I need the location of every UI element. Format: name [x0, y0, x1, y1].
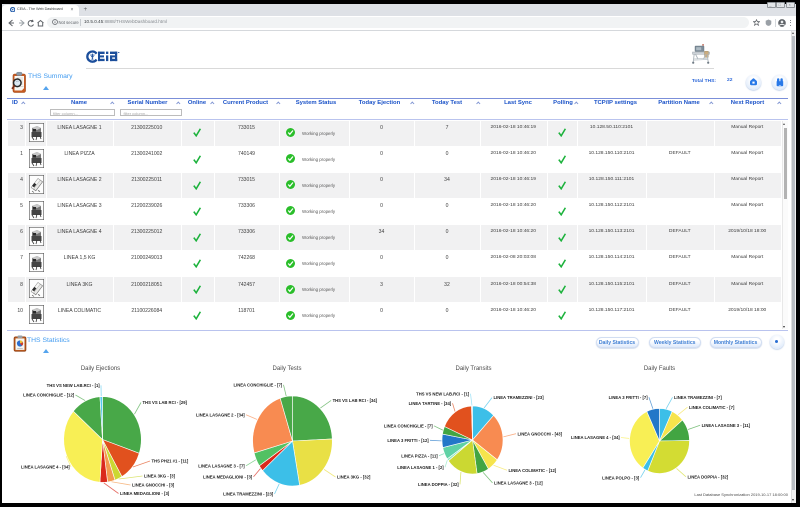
svg-text:Daily Tests: Daily Tests — [273, 366, 302, 372]
svg-text:LINEA TRAMEZZINI - [7]: LINEA TRAMEZZINI - [7] — [674, 395, 722, 400]
svg-text:LINEA LASAGNE 4 - [34]: LINEA LASAGNE 4 - [34] — [571, 435, 620, 440]
svg-text:LINEA CONCHIGLIE - [7]: LINEA CONCHIGLIE - [7] — [233, 382, 282, 387]
svg-text:LINEA 3 FRITTI - [7]: LINEA 3 FRITTI - [7] — [609, 395, 649, 400]
svg-text:LINEA LASAGNE 2 - [34]: LINEA LASAGNE 2 - [34] — [196, 412, 245, 417]
svg-text:Daily Faults: Daily Faults — [644, 366, 675, 372]
svg-text:LINEA DOPPIA - [32]: LINEA DOPPIA - [32] — [418, 482, 459, 487]
svg-text:LINEA 3KG - [3]: LINEA 3KG - [3] — [144, 474, 176, 479]
svg-text:LINEA GNOCCHI - [43]: LINEA GNOCCHI - [43] — [518, 431, 563, 436]
svg-text:LINEA MEDAGLIONI - [3]: LINEA MEDAGLIONI - [3] — [120, 491, 170, 496]
svg-text:Daily Transits: Daily Transits — [455, 366, 491, 372]
svg-text:LINEA CONCHIGLIE - [12]: LINEA CONCHIGLIE - [12] — [23, 393, 75, 398]
svg-text:LINEA LASAGNE 3 - [7]: LINEA LASAGNE 3 - [7] — [198, 463, 245, 468]
svg-text:LINEA 3 FRITTI - [12]: LINEA 3 FRITTI - [12] — [387, 438, 429, 443]
svg-text:LINEA POLPO - [3]: LINEA POLPO - [3] — [602, 475, 640, 480]
svg-text:LINEA TARTINE - [34]: LINEA TARTINE - [34] — [409, 401, 452, 406]
svg-text:LINEA MEDAGLIONI - [3]: LINEA MEDAGLIONI - [3] — [203, 474, 253, 479]
svg-text:LINEA PIZZA - [11]: LINEA PIZZA - [11] — [401, 453, 438, 458]
svg-text:Daily Ejections: Daily Ejections — [81, 366, 120, 372]
svg-text:THS VS NEW LAB.RCI - [1]: THS VS NEW LAB.RCI - [1] — [47, 383, 101, 388]
svg-text:THS VS LAB RCI - [34]: THS VS LAB RCI - [34] — [333, 398, 378, 403]
svg-text:LINEA GNOCCHI - [3]: LINEA GNOCCHI - [3] — [132, 483, 175, 488]
svg-text:THS VS NEW LAB.RCI - [1]: THS VS NEW LAB.RCI - [1] — [416, 391, 470, 396]
svg-text:LINEA LASAGNE 1 - [2]: LINEA LASAGNE 1 - [2] — [397, 465, 444, 470]
svg-text:LINEA TRAMEZZINI - [23]: LINEA TRAMEZZINI - [23] — [223, 492, 274, 497]
svg-text:LINEA LASAGNE 4 - [34]: LINEA LASAGNE 4 - [34] — [21, 465, 70, 470]
svg-text:LINEA CONCHIGLIE - [7]: LINEA CONCHIGLIE - [7] — [384, 423, 433, 428]
svg-text:LINEA COLIMATIC - [7]: LINEA COLIMATIC - [7] — [689, 405, 735, 410]
svg-text:LINEA TRAMEZZINI - [23]: LINEA TRAMEZZINI - [23] — [494, 395, 545, 400]
svg-text:LINEA DOPPIA - [32]: LINEA DOPPIA - [32] — [688, 474, 729, 479]
svg-text:LINEA LASAGNE 3 - [11]: LINEA LASAGNE 3 - [11] — [702, 423, 751, 428]
svg-text:LINEA COLIMATIC - [12]: LINEA COLIMATIC - [12] — [509, 468, 557, 473]
svg-text:LINEA 3KG - [32]: LINEA 3KG - [32] — [337, 475, 371, 480]
svg-text:THS VS LAB RCI - [29]: THS VS LAB RCI - [29] — [143, 400, 188, 405]
svg-text:THS PH21 #1 - [11]: THS PH21 #1 - [11] — [152, 459, 189, 464]
svg-text:LINEA LASAGNE 3 - [12]: LINEA LASAGNE 3 - [12] — [494, 481, 543, 486]
